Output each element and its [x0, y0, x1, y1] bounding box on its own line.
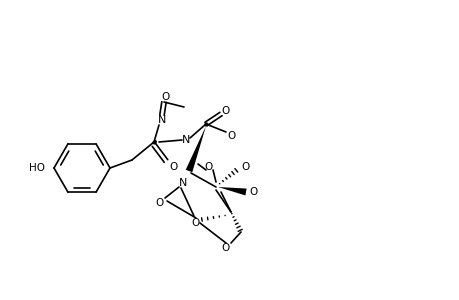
Text: O: O [227, 131, 235, 141]
Text: N: N [181, 135, 190, 145]
Text: O: O [241, 162, 250, 172]
Text: O: O [162, 92, 170, 102]
Polygon shape [185, 126, 206, 172]
Text: O: O [221, 243, 230, 253]
Text: N: N [157, 115, 166, 125]
Text: O: O [156, 198, 164, 208]
Text: O: O [221, 106, 230, 116]
Text: O: O [169, 162, 178, 172]
Polygon shape [218, 187, 246, 195]
Text: O: O [249, 187, 257, 197]
Text: N: N [179, 178, 187, 188]
Text: O: O [204, 162, 213, 172]
Text: O: O [191, 218, 200, 228]
Text: HO: HO [29, 163, 45, 173]
